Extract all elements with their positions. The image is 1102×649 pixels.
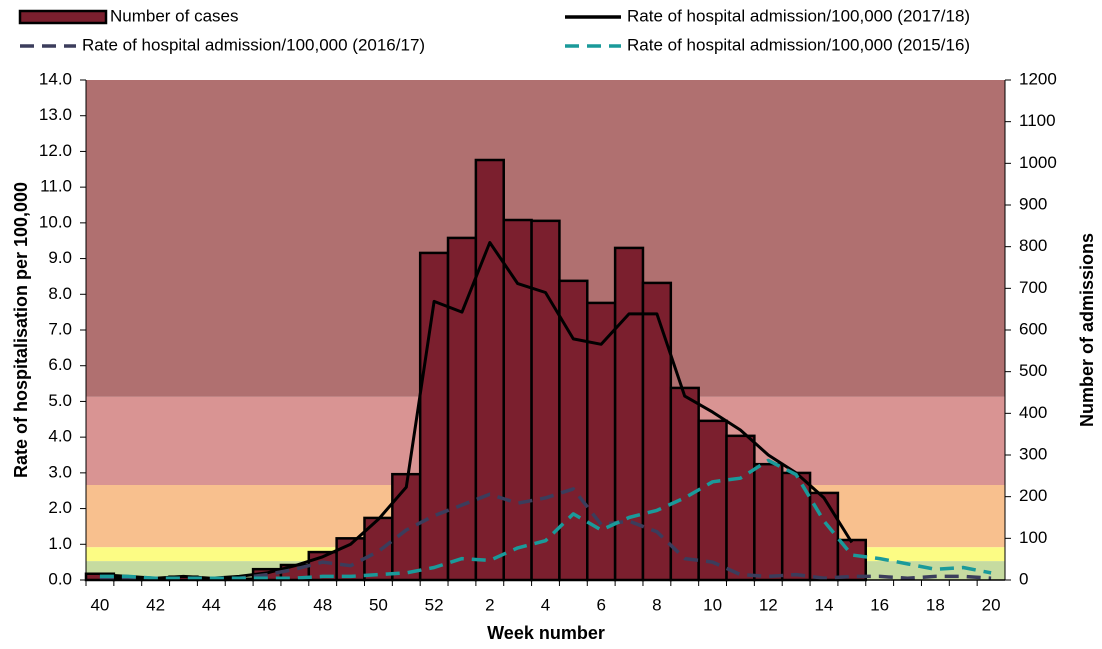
y2-tick-label: 700 — [1019, 278, 1047, 297]
y-tick-label: 8.0 — [48, 284, 72, 303]
y-tick-label: 12.0 — [39, 141, 72, 160]
bar — [530, 219, 561, 582]
x-tick-label: 18 — [926, 595, 945, 614]
x-axis-title: Week number — [487, 623, 605, 643]
bar — [836, 538, 868, 582]
y-tick-label: 3.0 — [48, 462, 72, 481]
bar — [641, 281, 673, 582]
x-tick-label: 14 — [815, 595, 834, 614]
legend-label: Number of cases — [110, 6, 239, 25]
legend-label: Rate of hospital admission/100,000 (2016… — [82, 35, 425, 54]
bar — [725, 434, 756, 582]
y2-tick-label: 200 — [1019, 486, 1047, 505]
x-tick-label: 20 — [982, 595, 1001, 614]
x-tick-label: 2 — [485, 595, 494, 614]
y2-tick-label: 300 — [1019, 444, 1047, 463]
line — [99, 458, 992, 580]
y2-tick-label: 1100 — [1019, 111, 1056, 130]
legend-label: Rate of hospital admission/100,000 (2017… — [627, 6, 970, 25]
y-tick-label: 1.0 — [48, 534, 72, 553]
y-tick-label: 11.0 — [40, 177, 72, 196]
x-tick-label: 50 — [369, 595, 388, 614]
x-tick-label: 6 — [596, 595, 605, 614]
y-tick-label: 5.0 — [48, 391, 72, 410]
bar — [586, 301, 617, 582]
bar — [446, 236, 478, 582]
x-tick-label: 42 — [146, 595, 165, 614]
x-tick-label: 8 — [652, 595, 661, 614]
legend-swatch — [18, 9, 108, 25]
y-tick-label: 7.0 — [48, 319, 72, 338]
x-tick-label: 46 — [258, 595, 277, 614]
bar — [753, 462, 784, 582]
bar — [613, 246, 645, 582]
y2-tick-label: 800 — [1019, 236, 1047, 255]
legend-label: Rate of hospital admission/100,000 (2015… — [627, 35, 970, 54]
y2-tick-label: 1200 — [1019, 69, 1057, 88]
x-tick-label: 4 — [541, 595, 550, 614]
y-tick-label: 10.0 — [39, 212, 72, 231]
y-axis-title: Rate of hospitalisation per 100,000 — [11, 182, 31, 478]
y2-tick-label: 600 — [1019, 319, 1047, 338]
x-tick-label: 40 — [90, 595, 109, 614]
y-tick-label: 13.0 — [39, 105, 72, 124]
x-tick-label: 44 — [202, 595, 221, 614]
y-tick-label: 2.0 — [48, 498, 72, 517]
y2-tick-label: 400 — [1019, 403, 1047, 422]
x-tick-label: 48 — [313, 595, 332, 614]
bar — [697, 419, 728, 582]
x-tick-label: 12 — [759, 595, 778, 614]
y2-tick-label: 500 — [1019, 361, 1047, 380]
x-tick-label: 16 — [870, 595, 889, 614]
y2-axis-title: Number of admissions — [1077, 233, 1097, 427]
bar — [391, 472, 422, 582]
y2-tick-label: 100 — [1019, 528, 1047, 547]
line — [99, 487, 992, 580]
y-tick-label: 0.0 — [48, 569, 72, 588]
y-tick-label: 14.0 — [39, 69, 72, 88]
bar — [558, 279, 589, 582]
y-tick-label: 9.0 — [48, 248, 72, 267]
y-tick-label: 6.0 — [48, 355, 72, 374]
y2-tick-label: 900 — [1019, 194, 1047, 213]
y-tick-label: 4.0 — [48, 427, 72, 446]
line — [99, 241, 854, 580]
bar — [474, 158, 505, 582]
y2-tick-label: 1000 — [1019, 153, 1057, 172]
bar — [502, 218, 533, 582]
y2-tick-label: 0 — [1019, 569, 1028, 588]
x-tick-label: 10 — [703, 595, 722, 614]
x-tick-label: 52 — [425, 595, 444, 614]
